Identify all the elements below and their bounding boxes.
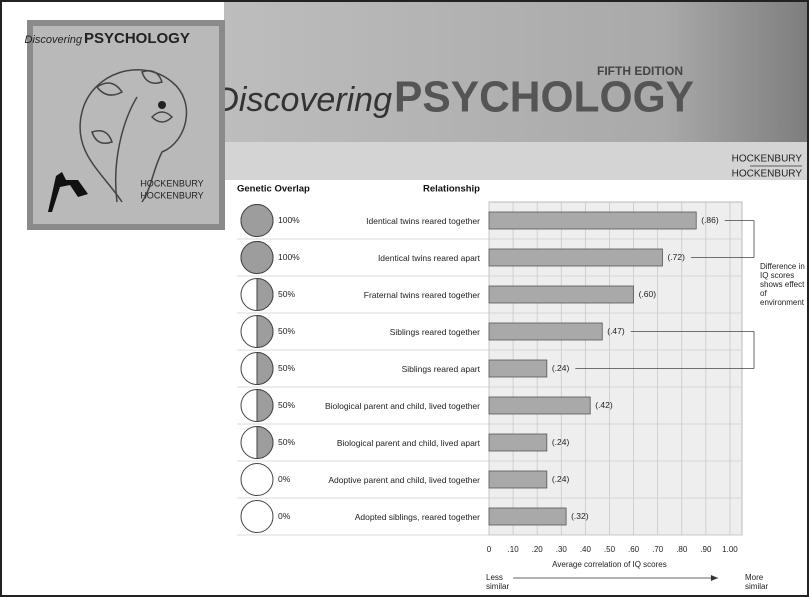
overlap-fill bbox=[257, 353, 273, 385]
column-header: Relationship bbox=[423, 184, 480, 195]
value-label: (.86) bbox=[701, 215, 719, 225]
header-author: HOCKENBURY bbox=[732, 154, 803, 165]
cover-title-script: Discovering bbox=[25, 34, 83, 46]
overlap-circle bbox=[241, 353, 273, 385]
header-author: HOCKENBURY bbox=[732, 169, 803, 180]
category-label: Biological parent and child, lived toget… bbox=[302, 387, 480, 424]
category-label: Identical twins reared together bbox=[302, 202, 480, 239]
value-label: (.60) bbox=[639, 289, 657, 299]
value-label: (.47) bbox=[607, 326, 625, 336]
overlap-outline bbox=[241, 464, 273, 496]
x-axis-label: Average correlation of IQ scores bbox=[552, 560, 667, 569]
overlap-outline bbox=[241, 501, 273, 533]
x-tick-label: 1.00 bbox=[722, 545, 738, 554]
overlap-fill bbox=[257, 390, 273, 422]
cover-dot bbox=[158, 101, 166, 109]
bar bbox=[489, 212, 696, 229]
x-high-label: More similar bbox=[745, 573, 779, 591]
category-label: Adoptive parent and child, lived togethe… bbox=[302, 461, 480, 498]
bar bbox=[489, 397, 590, 414]
bar bbox=[489, 508, 566, 525]
overlap-label: 50% bbox=[278, 363, 295, 373]
bar bbox=[489, 286, 634, 303]
x-tick-label: .80 bbox=[676, 545, 688, 554]
x-tick-label: 0 bbox=[487, 545, 492, 554]
bar bbox=[489, 249, 662, 266]
value-label: (.24) bbox=[552, 474, 570, 484]
category-label: Fraternal twins reared together bbox=[302, 276, 480, 313]
subheader-band bbox=[224, 142, 809, 180]
slide: Discovering PSYCHOLOGY FIFTH EDITION HOC… bbox=[0, 0, 809, 597]
bar bbox=[489, 434, 547, 451]
bar bbox=[489, 323, 602, 340]
header-title-script: Discovering bbox=[214, 81, 392, 119]
category-label: Adopted siblings, reared together bbox=[302, 498, 480, 535]
overlap-circle bbox=[241, 390, 273, 422]
overlap-circle bbox=[241, 501, 273, 533]
cover-title-main: PSYCHOLOGY bbox=[84, 30, 190, 47]
x-tick-label: .10 bbox=[508, 545, 520, 554]
overlap-circle bbox=[241, 464, 273, 496]
column-header: Genetic Overlap bbox=[237, 184, 310, 195]
bar bbox=[489, 360, 547, 377]
category-label: Identical twins reared apart bbox=[302, 239, 480, 276]
overlap-circle bbox=[241, 316, 273, 348]
overlap-label: 0% bbox=[278, 511, 291, 521]
cover-author: HOCKENBURY bbox=[140, 178, 203, 188]
category-label: Biological parent and child, lived apart bbox=[302, 424, 480, 461]
value-label: (.24) bbox=[552, 437, 570, 447]
value-label: (.42) bbox=[595, 400, 613, 410]
x-tick-label: .30 bbox=[556, 545, 568, 554]
overlap-fill bbox=[257, 316, 273, 348]
x-tick-label: .90 bbox=[700, 545, 712, 554]
cover-author: HOCKENBURY bbox=[140, 190, 203, 200]
annotation: Difference in IQ scores shows effect of … bbox=[760, 262, 809, 307]
x-tick-label: .60 bbox=[628, 545, 640, 554]
value-label: (.72) bbox=[667, 252, 685, 262]
header-title-main: PSYCHOLOGY bbox=[394, 73, 694, 122]
overlap-circle bbox=[241, 242, 273, 274]
overlap-fill bbox=[257, 279, 273, 311]
axis-arrow-head bbox=[711, 575, 718, 581]
overlap-label: 50% bbox=[278, 437, 295, 447]
overlap-fill bbox=[257, 427, 273, 459]
category-label: Siblings reared apart bbox=[302, 350, 480, 387]
overlap-label: 100% bbox=[278, 215, 300, 225]
x-tick-label: .40 bbox=[580, 545, 592, 554]
x-low-label: Less similar bbox=[486, 573, 520, 591]
x-tick-label: .50 bbox=[604, 545, 616, 554]
header-edition: FIFTH EDITION bbox=[597, 64, 683, 78]
category-label: Siblings reared together bbox=[302, 313, 480, 350]
overlap-fill bbox=[241, 242, 273, 274]
overlap-label: 50% bbox=[278, 289, 295, 299]
overlap-circle bbox=[241, 205, 273, 237]
overlap-fill bbox=[241, 205, 273, 237]
value-label: (.24) bbox=[552, 363, 570, 373]
x-tick-label: .20 bbox=[532, 545, 544, 554]
bar bbox=[489, 471, 547, 488]
value-label: (.32) bbox=[571, 511, 589, 521]
overlap-label: 50% bbox=[278, 400, 295, 410]
overlap-circle bbox=[241, 427, 273, 459]
x-tick-label: .70 bbox=[652, 545, 664, 554]
overlap-label: 0% bbox=[278, 474, 291, 484]
overlap-circle bbox=[241, 279, 273, 311]
overlap-label: 100% bbox=[278, 252, 300, 262]
overlap-label: 50% bbox=[278, 326, 295, 336]
